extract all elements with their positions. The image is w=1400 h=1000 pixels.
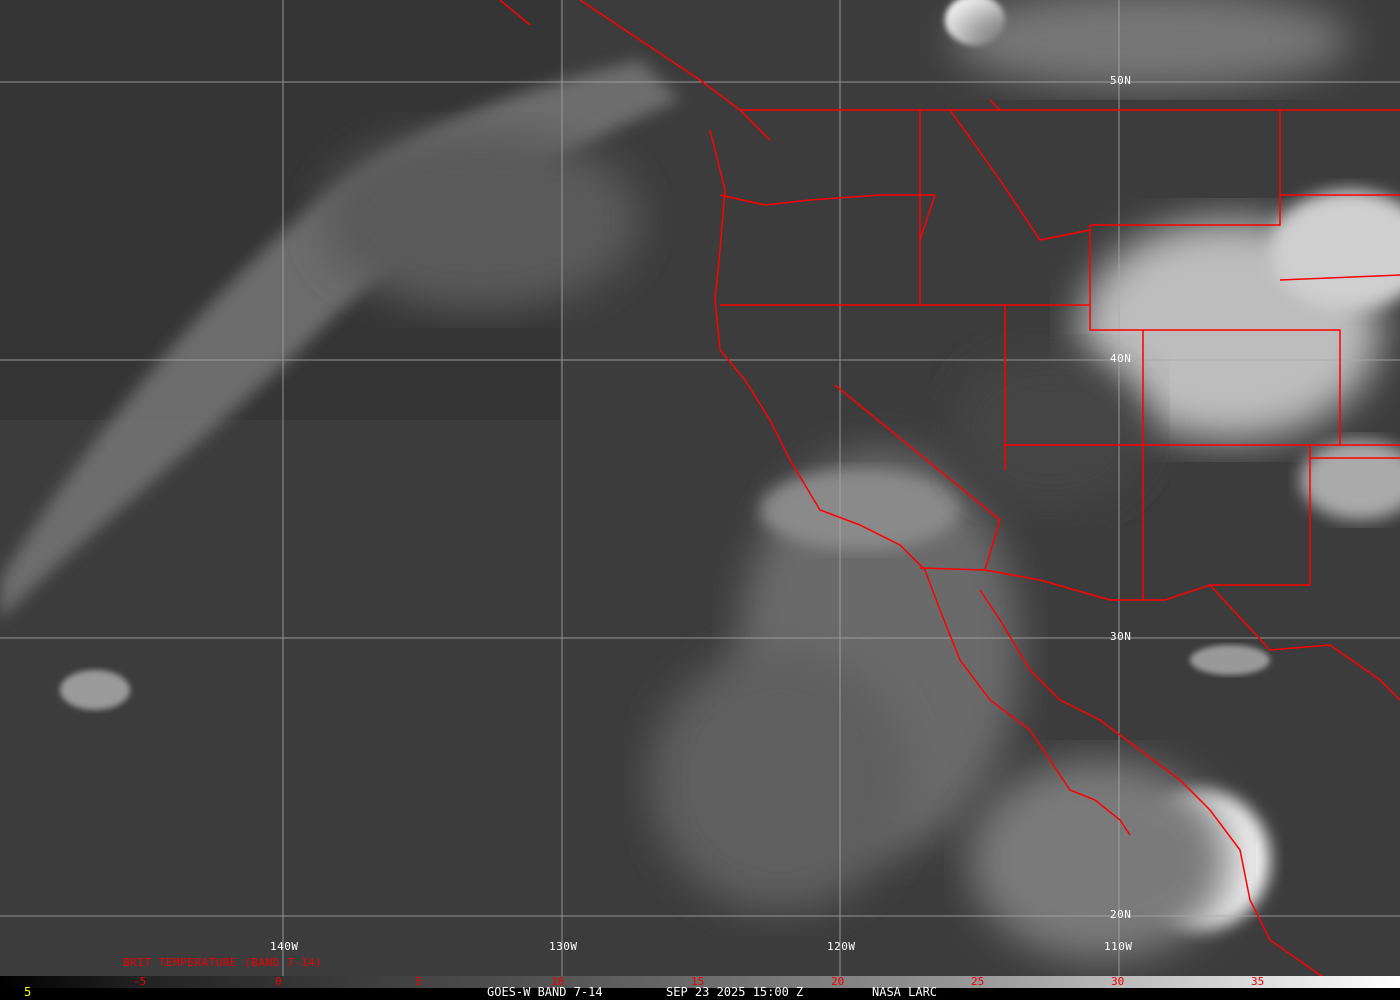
lon-label-120w: 120W — [827, 940, 856, 953]
colorbar-tick: 30 — [1111, 975, 1125, 988]
colorbar-tick: 5 — [415, 975, 422, 988]
political-borders — [499, 0, 1400, 991]
datetime-label: SEP 23 2025 15:00 Z — [666, 985, 804, 999]
colorbar-tick: -5 — [133, 975, 147, 988]
colorbar — [0, 976, 1400, 988]
state-borders — [719, 109, 1400, 701]
lat-label-40n: 40N — [1110, 352, 1132, 365]
lat-label-30n: 30N — [1110, 630, 1132, 643]
pacific-coastline — [499, 0, 1351, 991]
colorbar-tick: 10 — [551, 975, 565, 988]
footer-bar — [0, 988, 1400, 1000]
colorbar-tick: 35 — [1251, 975, 1265, 988]
colorbar-tick: 20 — [831, 975, 845, 988]
colorbar-title: BRIT TEMPERATURE (BAND 7-14) — [123, 956, 323, 969]
lon-label-130w: 130W — [549, 940, 578, 953]
lat-label-20n: 20N — [1110, 908, 1132, 921]
us-canada-border — [740, 99, 1400, 111]
cloud-field — [0, 0, 1400, 960]
lat-label-50n: 50N — [1110, 74, 1132, 87]
lat-lon-grid — [0, 0, 1400, 976]
colorbar-tick: 25 — [971, 975, 985, 988]
product-label: GOES-W BAND 7-14 — [487, 985, 603, 999]
credit-label: NASA LARC — [872, 985, 938, 999]
corner-value: 5 — [24, 985, 32, 999]
lon-label-110w: 110W — [1104, 940, 1133, 953]
colorbar-tick: 0 — [275, 975, 282, 988]
colorbar-tick: 15 — [691, 975, 705, 988]
lon-label-140w: 140W — [270, 940, 299, 953]
